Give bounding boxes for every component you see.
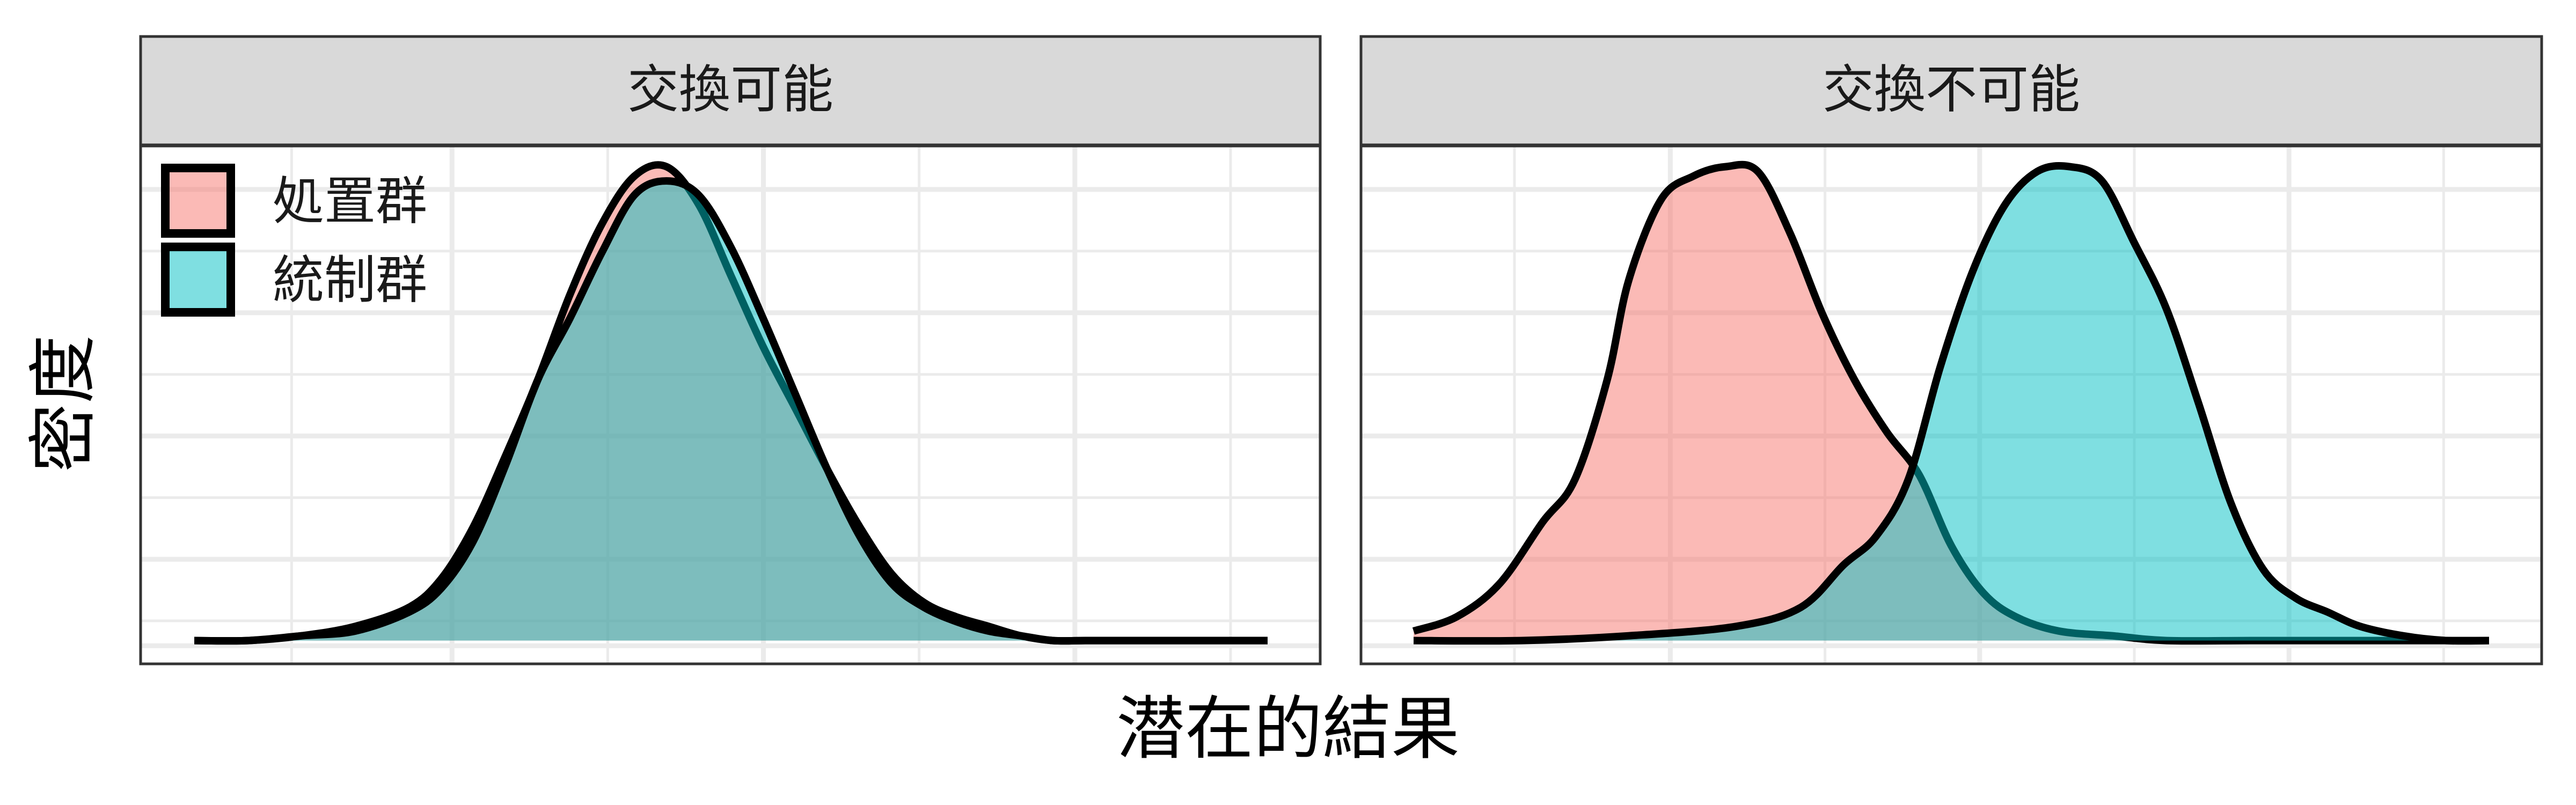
density-area <box>1414 165 2489 641</box>
density-curves <box>194 161 1268 645</box>
strip-background <box>1359 35 2543 147</box>
density-line <box>1413 162 2490 645</box>
x-axis-title: 潜在的結果 <box>1116 689 1460 769</box>
legend-label-treatment: 処置群 <box>273 171 427 231</box>
panel-border <box>139 144 1322 665</box>
y-axis-title: 密度 <box>24 335 104 472</box>
density-line <box>1412 160 2489 645</box>
panel-border <box>1359 144 2543 665</box>
legend-key-control <box>161 243 235 317</box>
legend: 処置群 統制群 <box>161 164 427 317</box>
strip-label: 交換不可能 <box>1823 60 2080 120</box>
legend-label-control: 統制群 <box>273 250 427 310</box>
density-curves <box>1412 160 2490 645</box>
density-area <box>194 181 1268 641</box>
strip-label: 交換可能 <box>627 60 833 120</box>
facet-panel-nonexchangeable: 交換不可能 <box>1359 35 2543 665</box>
facet-panel-exchangeable: 交換可能 <box>139 35 1322 665</box>
density-area <box>1414 164 2489 641</box>
density-line <box>194 177 1268 645</box>
legend-key-treatment <box>161 164 235 238</box>
strip-background <box>139 35 1322 147</box>
